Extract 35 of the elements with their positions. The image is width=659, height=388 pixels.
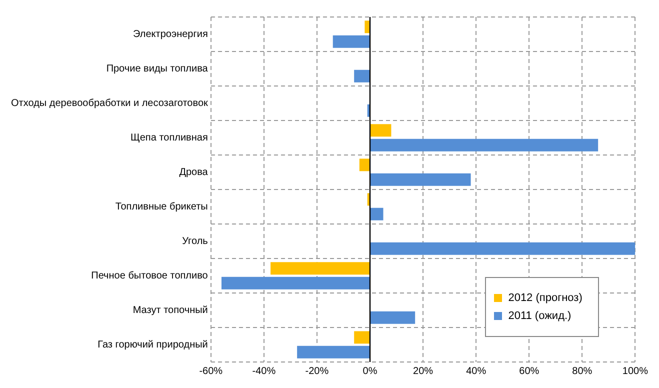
y-tick-label: Прочие виды топлива bbox=[106, 64, 208, 74]
bar bbox=[370, 138, 598, 152]
y-tick-label: Отходы деревообработки и лесозаготовок bbox=[11, 98, 208, 109]
bar bbox=[370, 208, 384, 220]
x-tick-label: 40% bbox=[466, 366, 486, 377]
bar bbox=[370, 242, 636, 255]
x-tick-label: -20% bbox=[305, 366, 329, 377]
bar bbox=[370, 311, 416, 324]
bar bbox=[332, 35, 370, 48]
y-tick-label: Газ горючий природный bbox=[98, 340, 208, 350]
y-tick-label: Печное бытовое топливо bbox=[91, 270, 208, 282]
bar bbox=[270, 262, 370, 275]
y-tick-label: Уголь bbox=[182, 236, 208, 247]
bar bbox=[354, 70, 370, 82]
x-tick-label: 0% bbox=[362, 366, 378, 377]
bar bbox=[370, 173, 471, 186]
bar bbox=[221, 276, 370, 290]
y-tick-label: Мазут топочный bbox=[132, 305, 208, 316]
y-tick-label: Щепа топливная bbox=[130, 132, 208, 144]
bar bbox=[354, 331, 370, 344]
bar bbox=[297, 346, 370, 358]
legend-label: 2012 (прогноз) bbox=[508, 292, 582, 304]
x-tick-label: 60% bbox=[519, 366, 540, 377]
y-tick-label: Топливные брикеты bbox=[115, 202, 208, 212]
x-tick-label: 100% bbox=[622, 366, 648, 377]
x-tick-label: 80% bbox=[572, 366, 592, 377]
x-tick-label: -40% bbox=[252, 366, 276, 377]
x-tick-label: -60% bbox=[199, 366, 223, 377]
bar bbox=[364, 20, 370, 34]
bar bbox=[359, 158, 370, 172]
bar bbox=[370, 124, 392, 137]
y-tick-label: Дрова bbox=[179, 167, 208, 178]
y-tick-label: Электроэнергия bbox=[133, 29, 208, 40]
x-tick-label: 20% bbox=[413, 366, 434, 377]
legend-label: 2011 (ожид.) bbox=[508, 310, 572, 322]
